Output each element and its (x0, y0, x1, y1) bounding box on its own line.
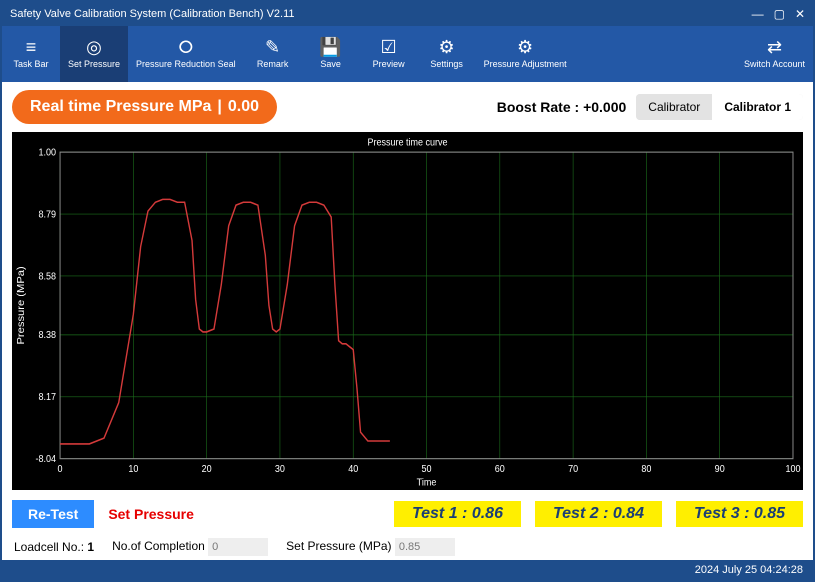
status-row: Real time Pressure MPa | 0.00 Boost Rate… (2, 82, 813, 132)
toolbar-icon: ⭘ (179, 38, 193, 58)
loadcell-label: Loadcell No.: 1 (14, 540, 94, 554)
toolbar-icon: ✎ (265, 38, 280, 58)
svg-text:40: 40 (348, 464, 358, 476)
calibrator-tabs: Calibrator Calibrator 1 (636, 94, 803, 120)
rt-pressure-sep: | (217, 98, 221, 116)
realtime-pressure-badge: Real time Pressure MPa | 0.00 (12, 90, 277, 124)
svg-text:70: 70 (568, 464, 578, 476)
retest-button[interactable]: Re-Test (12, 500, 94, 528)
toolbar-icon: ◎ (86, 38, 102, 58)
footer: 2024 July 25 04:24:28 (2, 560, 813, 580)
close-icon[interactable]: ✕ (795, 7, 805, 21)
boost-rate: Boost Rate : +0.000 (497, 99, 627, 115)
toolbar-label: Pressure Adjustment (484, 60, 567, 70)
svg-text:0: 0 (58, 464, 63, 476)
set-pressure-label: Set Pressure (108, 506, 194, 522)
minimize-icon[interactable]: — (752, 7, 764, 21)
svg-text:Time: Time (417, 477, 437, 489)
maximize-icon[interactable]: ▢ (774, 7, 785, 21)
toolbar-settings[interactable]: ⚙ Settings (418, 26, 476, 82)
svg-text:100: 100 (785, 464, 800, 476)
svg-text:50: 50 (422, 464, 432, 476)
setpressure-group: Set Pressure (MPa) (286, 538, 455, 556)
toolbar-icon: ⚙ (439, 38, 455, 58)
svg-text:1.00: 1.00 (39, 147, 57, 159)
pressure-time-chart: Pressure time curve 0 10 20 30 40 50 60 70 80 90 10… (12, 132, 803, 490)
svg-text:8.38: 8.38 (39, 330, 57, 342)
window-title: Safety Valve Calibration System (Calibra… (10, 8, 295, 20)
toolbar-pressure-adjustment[interactable]: ⚙ Pressure Adjustment (476, 26, 575, 82)
svg-text:90: 90 (715, 464, 725, 476)
toolbar-label: Pressure Reduction Seal (136, 60, 236, 70)
calibrator-tab[interactable]: Calibrator (636, 94, 712, 120)
svg-text:30: 30 (275, 464, 285, 476)
titlebar: Safety Valve Calibration System (Calibra… (2, 2, 813, 26)
toolbar-icon: ⚙ (517, 38, 533, 58)
toolbar: ≡ Task Bar ◎ Set Pressure ⭘ Pressure Reductio… (2, 26, 813, 82)
svg-text:8.17: 8.17 (39, 392, 57, 404)
toolbar-label: Set Pressure (68, 60, 120, 70)
bottom-row: Loadcell No.: 1 No.of Completion Set Pre… (2, 534, 813, 560)
toolbar-set-pressure[interactable]: ◎ Set Pressure (60, 26, 128, 82)
switch-label: Switch Account (744, 60, 805, 70)
toolbar-label: Save (320, 60, 341, 70)
svg-text:20: 20 (202, 464, 212, 476)
footer-datetime: 2024 July 25 04:24:28 (695, 564, 803, 576)
completion-input[interactable] (208, 538, 268, 556)
test2-badge: Test 2 : 0.84 (535, 501, 662, 527)
results-row: Re-Test Set Pressure Test 1 : 0.86 Test … (2, 494, 813, 534)
svg-text:8.58: 8.58 (39, 271, 57, 283)
toolbar-label: Task Bar (13, 60, 48, 70)
toolbar-icon: ☑ (381, 38, 397, 58)
toolbar-preview[interactable]: ☑ Preview (360, 26, 418, 82)
switch-icon: ⇄ (767, 38, 782, 58)
toolbar-icon: ≡ (26, 38, 37, 58)
svg-text:80: 80 (641, 464, 651, 476)
toolbar-save[interactable]: 💾 Save (302, 26, 360, 82)
svg-text:10: 10 (128, 464, 138, 476)
toolbar-label: Remark (257, 60, 289, 70)
toolbar-task-bar[interactable]: ≡ Task Bar (2, 26, 60, 82)
svg-text:Pressure (MPa): Pressure (MPa) (16, 266, 27, 344)
svg-text:-8.04: -8.04 (36, 454, 57, 466)
test3-badge: Test 3 : 0.85 (676, 501, 803, 527)
chart-area: Pressure time curve 0 10 20 30 40 50 60 70 80 90 10… (2, 132, 813, 494)
toolbar-pressure-reduction-seal[interactable]: ⭘ Pressure Reduction Seal (128, 26, 244, 82)
toolbar-icon: 💾 (319, 38, 341, 58)
rt-pressure-value: 0.00 (228, 98, 259, 116)
toolbar-label: Settings (430, 60, 463, 70)
setpressure-input[interactable] (395, 538, 455, 556)
calibrator1-tab[interactable]: Calibrator 1 (712, 94, 803, 120)
toolbar-label: Preview (373, 60, 405, 70)
completion-group: No.of Completion (112, 538, 268, 556)
svg-text:8.79: 8.79 (39, 209, 57, 221)
switch-account-button[interactable]: ⇄ Switch Account (736, 26, 813, 82)
svg-text:60: 60 (495, 464, 505, 476)
test1-badge: Test 1 : 0.86 (394, 501, 521, 527)
toolbar-remark[interactable]: ✎ Remark (244, 26, 302, 82)
svg-text:Pressure time curve: Pressure time curve (367, 137, 447, 149)
rt-pressure-label: Real time Pressure MPa (30, 98, 211, 116)
